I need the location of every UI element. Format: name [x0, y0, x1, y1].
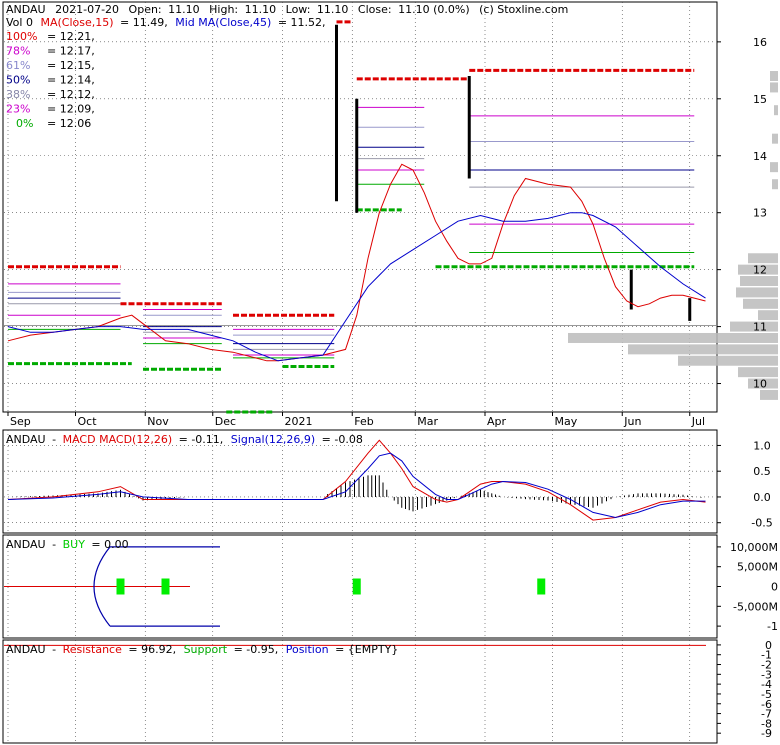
macd-panel-frame	[2, 429, 718, 534]
x-tick-label: Jul	[691, 415, 705, 428]
signal-line	[7, 452, 706, 519]
macd-y-tick-label: 0.0	[753, 491, 771, 504]
ma15-line	[7, 163, 706, 362]
buy-y-tick-label: 0	[771, 581, 778, 594]
y-tick-label: 13	[753, 207, 767, 220]
buy-signal-layer	[4, 546, 546, 627]
y-tick-label: 12	[753, 264, 767, 277]
x-tick-label: 2021	[285, 415, 313, 428]
volume-profile	[568, 71, 778, 400]
x-tick-label: May	[555, 415, 578, 428]
volume-profile-bar	[743, 298, 778, 309]
volume-profile-bar	[748, 253, 778, 264]
volume-profile-bar	[628, 344, 778, 355]
x-tick-label: Feb	[354, 415, 373, 428]
buy-marker	[161, 578, 170, 595]
res-y-tick-label: -9	[761, 727, 772, 740]
fib-legend-pct: 61%	[6, 59, 30, 72]
volume-profile-bar	[740, 276, 778, 287]
price-series	[7, 163, 706, 362]
macd-y-tick-label: 0.5	[753, 465, 771, 478]
support-resistance-lines	[8, 20, 695, 414]
res-y-tick-label: -6	[761, 698, 772, 711]
volume-profile-bar	[736, 287, 778, 298]
buy-y-tick-label: 10,000M	[730, 541, 778, 554]
volume-profile-bar	[772, 133, 778, 144]
volume-profile-bar	[770, 71, 778, 82]
fib-legend-value: = 12.17,	[47, 45, 95, 58]
res-y-tick-label: -7	[761, 708, 772, 721]
volume-profile-bar	[770, 82, 778, 93]
volume-profile-bar	[770, 162, 778, 173]
volume-profile-bar	[738, 367, 778, 378]
x-tick-label: Oct	[78, 415, 98, 428]
buy-curve	[93, 546, 111, 627]
volume-profile-bar	[748, 378, 778, 389]
res-y-tick-label: -4	[761, 678, 772, 691]
y-tick-label: 10	[753, 378, 767, 391]
buy-marker	[116, 578, 125, 595]
macd-legend: ANDAU - MACD MACD(12,26) = -0.11, Signal…	[6, 433, 363, 446]
volume-profile-bar	[758, 310, 778, 321]
x-tick-label: Jun	[623, 415, 641, 428]
resistance-legend: ANDAU - Resistance = 96.92, Support = -0…	[6, 643, 398, 656]
fib-legend-pct: 38%	[6, 88, 30, 101]
macd-y-tick-label: -0.5	[751, 517, 772, 530]
fib-legend-pct: 50%	[6, 74, 30, 87]
fibonacci-legend: 100% = 12.21, 78% = 12.17, 61% = 12.15, 50% = 1…	[6, 30, 95, 130]
fib-legend-pct: 100%	[6, 30, 37, 43]
x-tick-label: Nov	[147, 415, 169, 428]
ma-legend: Vol 0 MA(Close,15) = 11.49, Mid MA(Close…	[6, 16, 326, 29]
fib-legend-value: = 12.15,	[47, 59, 95, 72]
resistance-panel-frame	[2, 639, 718, 744]
fib-legend-pct: 78%	[6, 45, 30, 58]
buy-legend: ANDAU - BUY = 0.00	[6, 538, 129, 551]
volume-profile-bar	[568, 332, 778, 343]
volume-profile-bar	[678, 355, 778, 366]
macd-series	[7, 439, 706, 521]
res-y-tick-label: -8	[761, 717, 772, 730]
x-tick-label: Dec	[215, 415, 236, 428]
buy-y-tick-label: -1	[767, 620, 778, 633]
fib-legend-value: = 12.21,	[47, 30, 95, 43]
axis-labels: Sep Oct Nov Dec 2021 Feb Mar Apr May Jun Jul 10 11 12…	[7, 36, 778, 740]
x-tick-label: Mar	[417, 415, 438, 428]
fib-legend-pct: 0%	[16, 117, 33, 130]
y-tick-label: 14	[753, 150, 767, 163]
fib-legend-value: = 12.12,	[47, 88, 95, 101]
res-y-tick-label: -2	[761, 659, 772, 672]
res-y-tick-label: -5	[761, 688, 772, 701]
fib-legend-value: = 12.06	[47, 117, 91, 130]
buy-marker	[537, 578, 546, 595]
fib-legend-pct: 23%	[6, 103, 30, 116]
buy-y-tick-label: 5,000M	[737, 561, 778, 574]
volume-profile-bar	[738, 264, 778, 275]
buy-marker	[352, 578, 361, 595]
res-y-tick-label: -3	[761, 668, 772, 681]
x-tick-label: Sep	[10, 415, 31, 428]
buy-y-tick-label: -5,000M	[733, 600, 778, 613]
x-tick-label: Apr	[487, 415, 507, 428]
volume-profile-bar	[730, 321, 778, 332]
volume-profile-bar	[772, 179, 778, 190]
y-tick-label: 15	[753, 93, 767, 106]
res-y-tick-label: 0	[765, 639, 772, 652]
volume-profile-bar	[760, 389, 778, 400]
fib-legend-value: = 12.14,	[47, 74, 95, 87]
price-panel-frame	[2, 1, 718, 413]
volume-profile-bar	[774, 105, 778, 116]
fib-legend-value: = 12.09,	[47, 103, 95, 116]
ma45-line	[7, 212, 706, 362]
price-bars	[335, 24, 692, 321]
macd-y-tick-label: 1.0	[753, 439, 771, 452]
y-tick-label: 16	[753, 36, 767, 49]
res-y-tick-label: -1	[761, 649, 772, 662]
chart-header: ANDAU 2021-07-20 Open: 11.10 High: 11.10…	[6, 3, 568, 16]
y-tick-label: 11	[753, 321, 767, 334]
grid-layer	[4, 2, 716, 743]
